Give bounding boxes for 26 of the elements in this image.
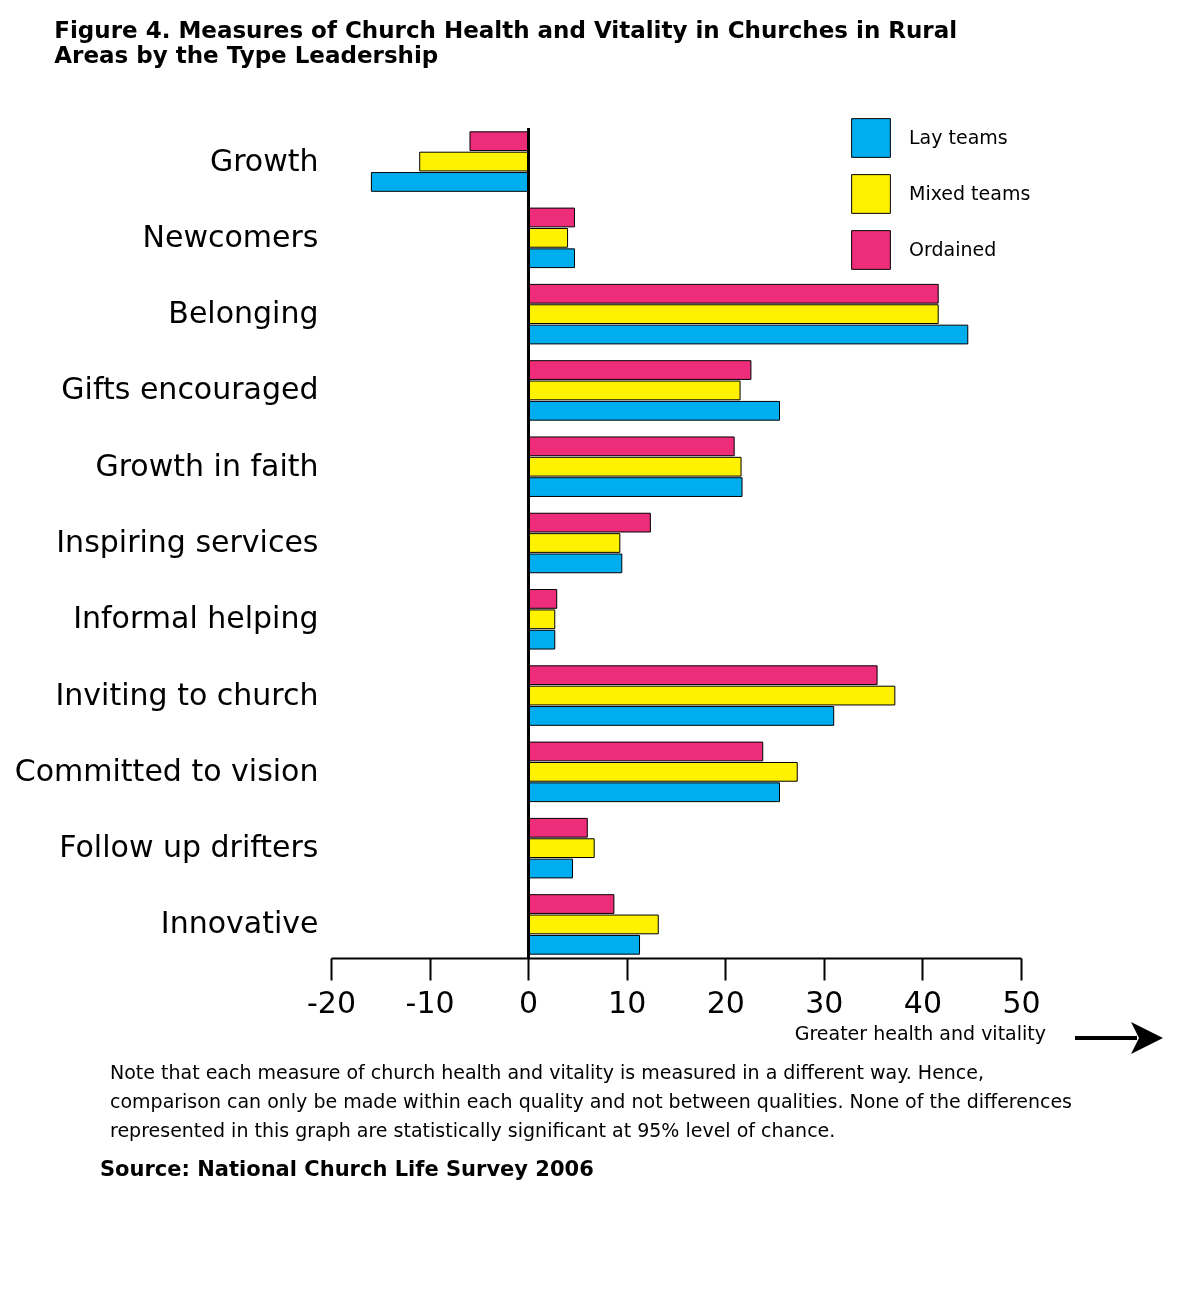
y-tick-label: Informal helping — [73, 600, 319, 636]
legend-label: Mixed teams — [909, 182, 1031, 204]
y-tick-label: Gifts encouraged — [61, 371, 319, 407]
chart-title: Figure 4. Measures of Church Health and Vitality in Churches in Rural Areas by the Type Leadership — [54, 17, 958, 68]
x-tick-label: -10 — [405, 984, 455, 1020]
y-tick-label: Committed to vision — [14, 752, 319, 788]
y-tick-label: Growth — [209, 142, 319, 178]
legend-label: Ordained — [909, 238, 997, 260]
x-tick-label: 50 — [1002, 984, 1041, 1020]
x-tick-label: 40 — [903, 984, 943, 1020]
x-tick-label: 10 — [608, 984, 647, 1020]
x-tick-label: 30 — [805, 984, 844, 1020]
y-tick-label: Belonging — [168, 295, 319, 331]
y-tick-label: Follow up drifters — [59, 829, 319, 865]
y-tick-label: Inspiring services — [56, 524, 319, 559]
y-tick-label: Growth in faith — [95, 447, 319, 483]
y-tick-label: Innovative — [160, 905, 319, 941]
y-tick-label: Newcomers — [142, 218, 319, 254]
x-tick-label: 0 — [519, 984, 539, 1020]
text: Note that each measure of church health and vitality is measured in a different way. Hence, comparison can only be made within each quality and not between qualities. None of the differences represented in this graph are statistically significant at 95% level of chance. — [110, 1060, 1073, 1143]
text: Greater health and vitality — [794, 1022, 1046, 1044]
y-tick-label: Inviting to church — [55, 676, 319, 712]
x-tick-label: -20 — [307, 984, 356, 1020]
legend-label: Lay teams — [909, 126, 1008, 148]
x-tick-label: 20 — [706, 984, 745, 1020]
source-note: Source: National Church Life Survey 2006 — [100, 1157, 595, 1181]
